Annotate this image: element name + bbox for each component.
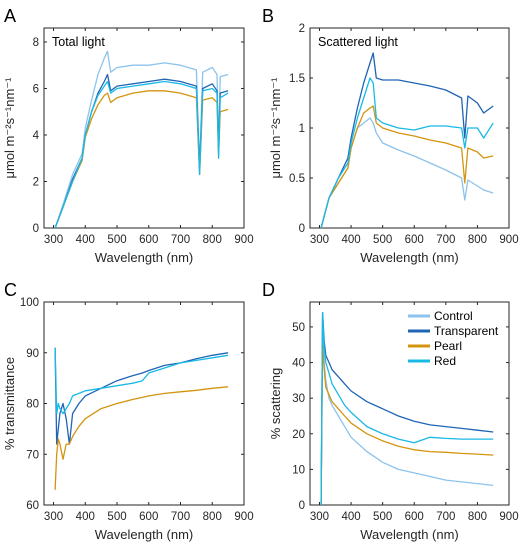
y-tick-label: 20 [292, 429, 305, 441]
series-line-red [320, 77, 494, 228]
legend-label: Control [434, 309, 473, 323]
series-group [320, 52, 494, 228]
panel-d: D 300 400 500 600 700 800 900 0 10 20 30 40 50 Wavelen… [262, 280, 519, 542]
y-axis-label: μmol m⁻²s⁻¹nm⁻¹ [268, 77, 283, 179]
legend-label: Red [434, 354, 456, 368]
x-tick-label: 800 [468, 511, 487, 523]
x-tick-label: 400 [341, 234, 360, 246]
x-axis-label: Wavelength (nm) [360, 527, 459, 542]
x-tick-label: 300 [310, 511, 329, 523]
y-tick-label: 90 [26, 348, 39, 360]
y-tick-label: 40 [292, 358, 305, 370]
x-tick-label: 600 [405, 511, 424, 523]
legend-label: Transparent [434, 324, 499, 338]
y-axis-label: μmol m⁻²s⁻¹nm⁻¹ [2, 77, 17, 179]
x-tick-label: 700 [171, 511, 190, 523]
y-tick-label: 2 [299, 23, 305, 35]
x-tick-label: 700 [171, 234, 190, 246]
x-axis-label: Wavelength (nm) [95, 527, 194, 542]
x-tick-label: 800 [203, 234, 222, 246]
axes-box [43, 27, 245, 229]
y-tick-label: 50 [292, 322, 305, 334]
panel-label: B [262, 6, 274, 26]
panel-title: Total light [52, 35, 105, 49]
x-tick-label: 500 [373, 511, 392, 523]
y-tick-label: 100 [20, 297, 39, 309]
y-tick-label: 0.5 [289, 173, 305, 185]
x-tick-label: 600 [139, 511, 158, 523]
series-line-pearl [54, 386, 229, 490]
y-tick-label: 0 [299, 223, 305, 235]
x-tick-label: 900 [499, 511, 518, 523]
series-line-control [320, 312, 494, 505]
x-tick-label: 300 [44, 511, 63, 523]
x-tick-label: 500 [107, 511, 126, 523]
panel-a: A 300 400 500 600 700 800 900 0 2 4 6 8 Wavelength (n… [2, 6, 254, 265]
x-tick-label: 400 [341, 511, 360, 523]
y-tick-label: 80 [26, 399, 39, 411]
x-tick-label: 400 [76, 234, 95, 246]
series-line-pearl [320, 344, 494, 505]
panel-label: A [4, 6, 16, 26]
y-tick-label: 8 [33, 37, 39, 49]
x-tick-label: 500 [373, 234, 392, 246]
panel-b: B 300 400 500 600 700 800 900 0 0.5 1 1.5 2 Wavelengt… [262, 6, 519, 265]
series-line-transparent [320, 312, 494, 505]
x-tick-label: 900 [234, 511, 253, 523]
series-line-red [54, 80, 229, 228]
series-line-transparent [54, 347, 229, 445]
y-tick-label: 30 [292, 393, 305, 405]
x-tick-label: 700 [436, 511, 455, 523]
y-tick-label: 1 [299, 123, 305, 135]
x-tick-label: 900 [234, 234, 253, 246]
x-tick-label: 300 [310, 234, 329, 246]
series-line-pearl [320, 105, 494, 228]
y-tick-label: 6 [33, 83, 39, 95]
y-tick-label: 0 [299, 500, 305, 512]
y-tick-label: 70 [26, 449, 39, 461]
x-tick-label: 800 [468, 234, 487, 246]
series-line-red [54, 347, 229, 415]
panel-label: D [262, 280, 275, 300]
axes-box [43, 301, 245, 506]
series-line-transparent [320, 52, 494, 228]
axes-box [309, 301, 510, 506]
series-group [54, 50, 229, 228]
y-tick-label: 4 [33, 130, 40, 142]
x-tick-label: 600 [405, 234, 424, 246]
x-axis-label: Wavelength (nm) [360, 250, 459, 265]
panel-c: C 300 400 500 600 700 800 900 60 70 80 90 100 Wavelen… [2, 280, 254, 542]
x-tick-label: 600 [139, 234, 158, 246]
series-line-control [54, 50, 229, 228]
axes-box [309, 27, 510, 229]
x-tick-label: 800 [203, 511, 222, 523]
x-tick-label: 900 [499, 234, 518, 246]
series-group [320, 312, 494, 505]
series-line-red [320, 312, 494, 505]
x-tick-label: 300 [44, 234, 63, 246]
x-axis-label: Wavelength (nm) [95, 250, 194, 265]
y-axis-label: % scattering [268, 368, 283, 440]
x-tick-label: 400 [76, 511, 95, 523]
legend-label: Pearl [434, 339, 462, 353]
y-tick-label: 2 [33, 176, 39, 188]
x-tick-label: 700 [436, 234, 455, 246]
y-tick-label: 10 [292, 464, 305, 476]
y-tick-label: 0 [33, 223, 39, 235]
y-tick-label: 1.5 [289, 73, 305, 85]
y-tick-label: 60 [26, 500, 39, 512]
x-tick-label: 500 [107, 234, 126, 246]
series-group [54, 347, 229, 490]
panel-title: Scattered light [318, 35, 398, 49]
panel-label: C [4, 280, 17, 300]
y-axis-label: % transmittance [2, 357, 17, 450]
